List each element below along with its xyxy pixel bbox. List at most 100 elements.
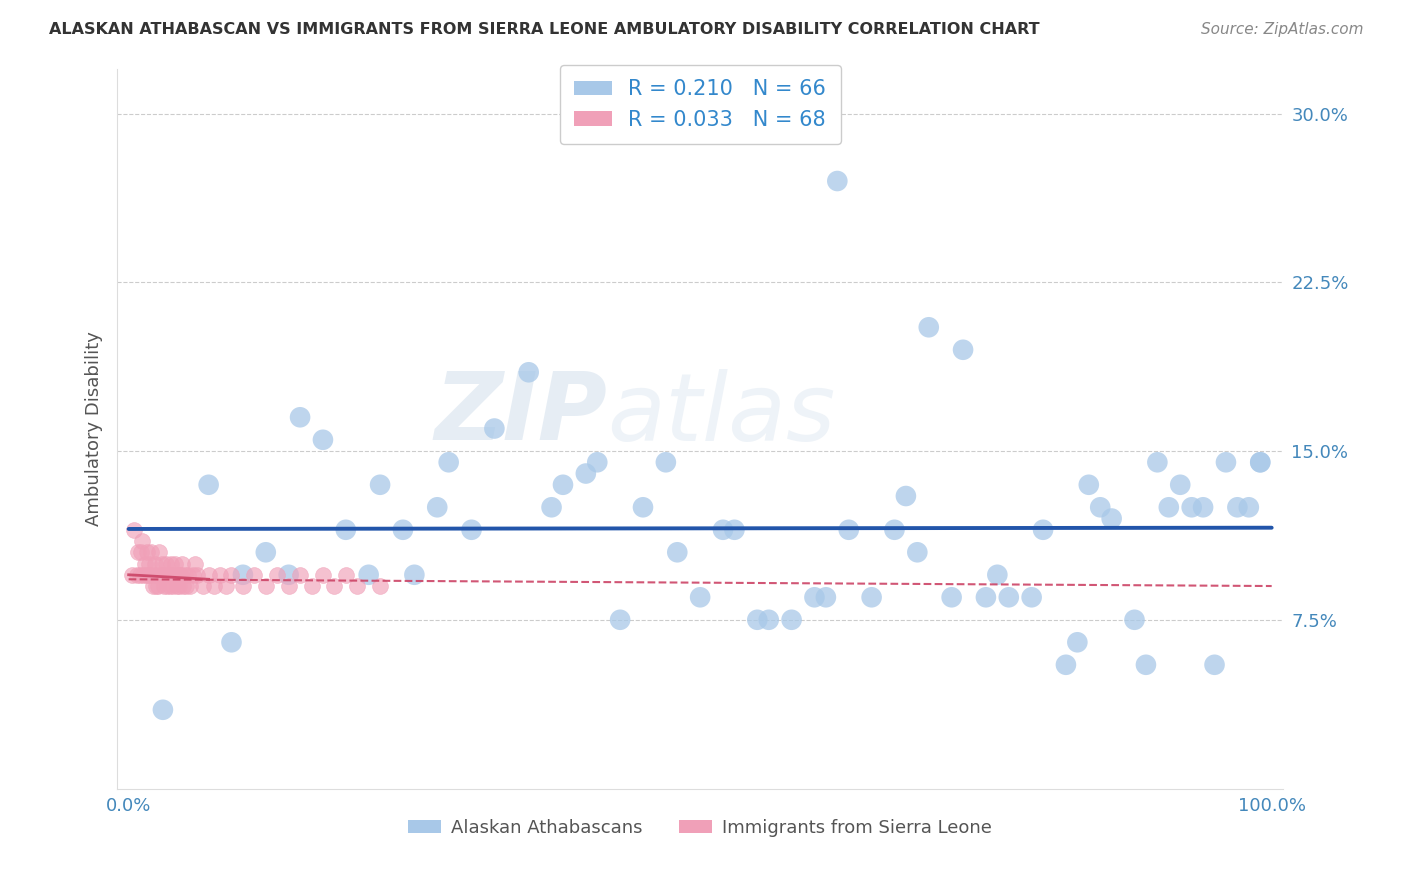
Point — [1077, 477, 1099, 491]
Point — [173, 579, 195, 593]
Point — [941, 591, 963, 605]
Point — [517, 365, 540, 379]
Point — [129, 545, 152, 559]
Point — [1215, 455, 1237, 469]
Point — [184, 557, 207, 571]
Point — [155, 557, 177, 571]
Point — [723, 523, 745, 537]
Point — [135, 567, 157, 582]
Point — [918, 320, 941, 334]
Point — [165, 557, 187, 571]
Point — [156, 579, 179, 593]
Point — [121, 567, 143, 582]
Point — [186, 567, 208, 582]
Point — [136, 567, 159, 582]
Point — [125, 567, 148, 582]
Point — [894, 489, 917, 503]
Point — [312, 433, 335, 447]
Point — [437, 455, 460, 469]
Point — [780, 613, 803, 627]
Point — [169, 567, 191, 582]
Point — [162, 579, 184, 593]
Point — [551, 477, 574, 491]
Point — [177, 567, 200, 582]
Point — [160, 557, 183, 571]
Point — [142, 567, 165, 582]
Point — [540, 500, 562, 515]
Point — [146, 567, 169, 582]
Point — [131, 534, 153, 549]
Point — [202, 579, 225, 593]
Point — [404, 567, 426, 582]
Point — [152, 703, 174, 717]
Point — [1123, 613, 1146, 627]
Point — [150, 557, 173, 571]
Point — [173, 567, 195, 582]
Point — [1135, 657, 1157, 672]
Point — [575, 467, 598, 481]
Point — [132, 567, 155, 582]
Y-axis label: Ambulatory Disability: Ambulatory Disability — [86, 331, 103, 526]
Point — [484, 421, 506, 435]
Point — [952, 343, 974, 357]
Text: Source: ZipAtlas.com: Source: ZipAtlas.com — [1201, 22, 1364, 37]
Text: ZIP: ZIP — [434, 368, 607, 460]
Point — [159, 579, 181, 593]
Text: ALASKAN ATHABASCAN VS IMMIGRANTS FROM SIERRA LEONE AMBULATORY DISABILITY CORRELA: ALASKAN ATHABASCAN VS IMMIGRANTS FROM SI… — [49, 22, 1040, 37]
Point — [163, 567, 186, 582]
Point — [301, 579, 323, 593]
Point — [152, 567, 174, 582]
Point — [221, 567, 243, 582]
Point — [368, 477, 391, 491]
Point — [167, 579, 190, 593]
Point — [209, 567, 232, 582]
Point — [974, 591, 997, 605]
Point — [254, 579, 277, 593]
Point — [586, 455, 609, 469]
Point — [323, 579, 346, 593]
Point — [747, 613, 769, 627]
Point — [312, 567, 335, 582]
Point — [215, 579, 238, 593]
Point — [197, 567, 219, 582]
Point — [368, 579, 391, 593]
Point — [277, 567, 299, 582]
Point — [174, 579, 197, 593]
Point — [1181, 500, 1204, 515]
Point — [1021, 591, 1043, 605]
Point — [814, 591, 837, 605]
Point — [179, 579, 201, 593]
Point — [221, 635, 243, 649]
Point — [153, 567, 176, 582]
Point — [153, 579, 176, 593]
Point — [145, 579, 167, 593]
Point — [689, 591, 711, 605]
Point — [460, 523, 482, 537]
Point — [1192, 500, 1215, 515]
Point — [860, 591, 883, 605]
Point — [143, 557, 166, 571]
Point — [149, 567, 172, 582]
Point — [827, 174, 849, 188]
Point — [609, 613, 631, 627]
Point — [997, 591, 1019, 605]
Point — [172, 557, 194, 571]
Point — [905, 545, 928, 559]
Point — [426, 500, 449, 515]
Point — [711, 523, 734, 537]
Point — [1204, 657, 1226, 672]
Point — [142, 579, 165, 593]
Point — [138, 557, 160, 571]
Point — [392, 523, 415, 537]
Point — [127, 545, 149, 559]
Point — [655, 455, 678, 469]
Point — [148, 545, 170, 559]
Point — [288, 410, 311, 425]
Point — [243, 567, 266, 582]
Point — [838, 523, 860, 537]
Point — [232, 579, 254, 593]
Point — [631, 500, 654, 515]
Point — [1226, 500, 1249, 515]
Point — [883, 523, 905, 537]
Point — [170, 567, 193, 582]
